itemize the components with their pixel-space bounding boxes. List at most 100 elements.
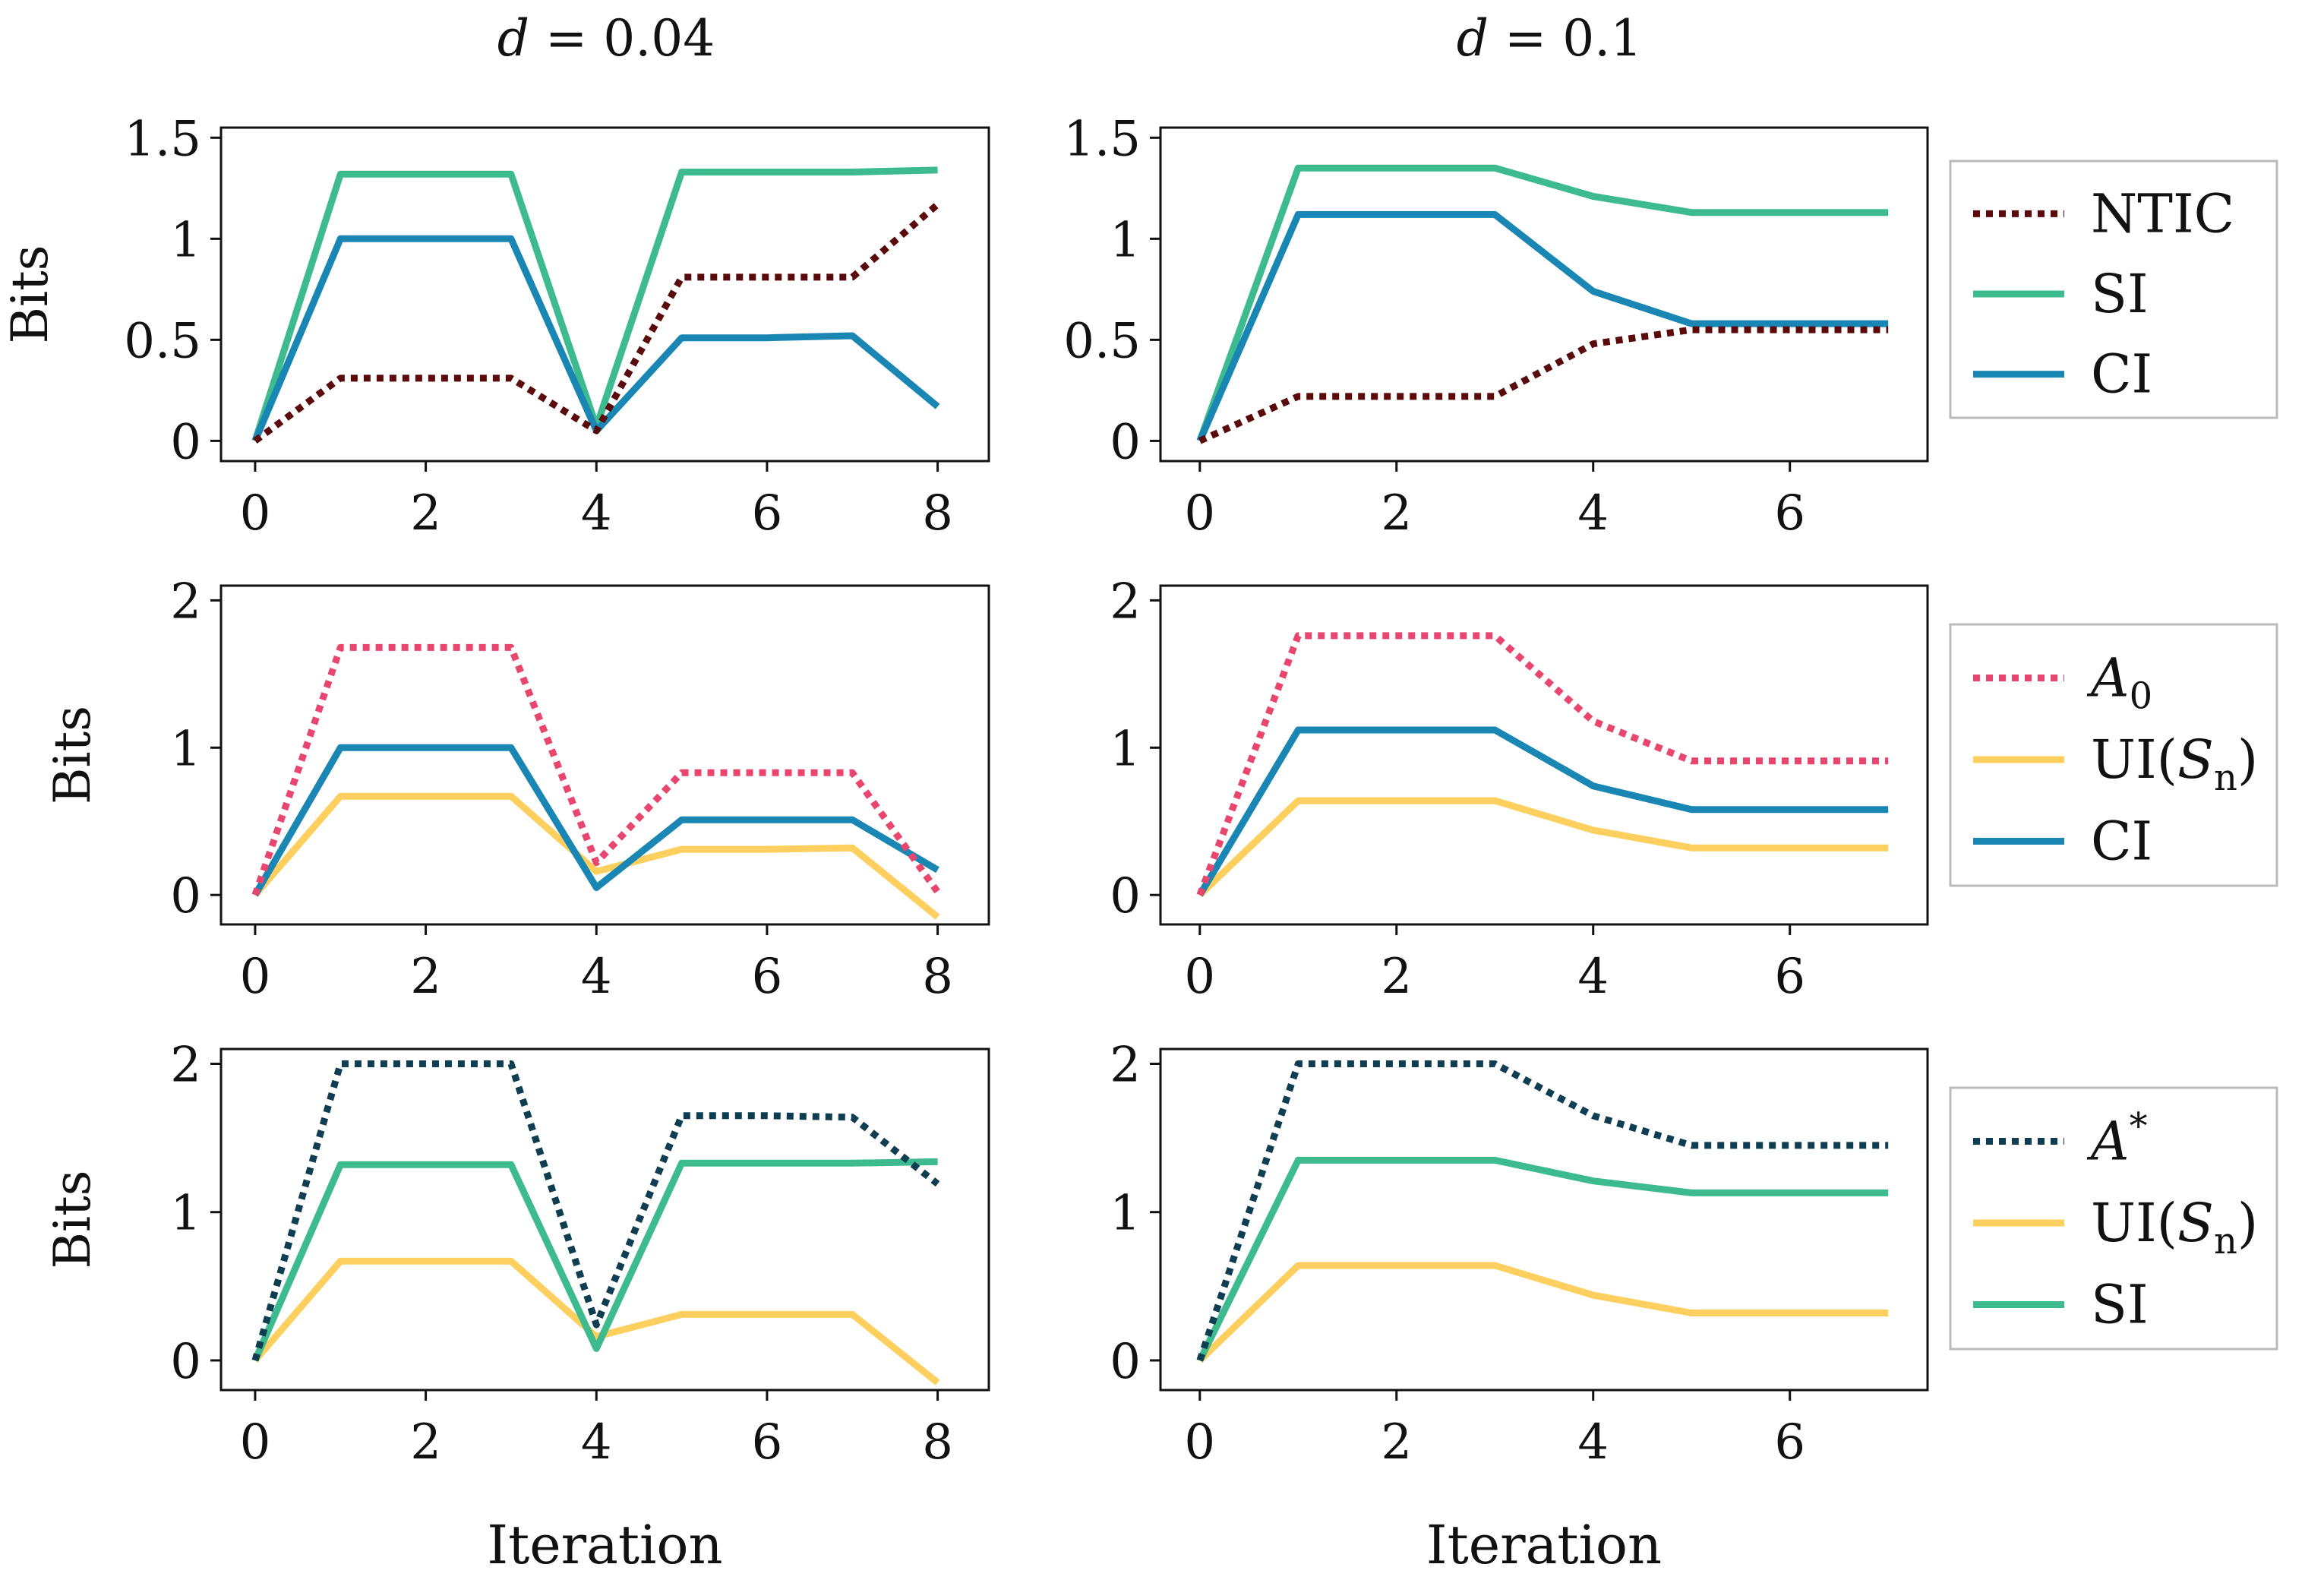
y-tick-label: 2 <box>170 573 201 630</box>
legend-label-text: CI <box>2091 343 2152 406</box>
legend-label: NTIC <box>2091 182 2234 245</box>
y-tick-label: 0 <box>1110 868 1141 924</box>
y-tick-label: 0.5 <box>124 313 201 369</box>
y-tick-label: 2 <box>1110 573 1141 630</box>
legend-label-text: SI <box>2091 263 2149 325</box>
panel-frame <box>219 584 990 926</box>
column-title-right: d = 0.1 <box>1246 9 1853 68</box>
panel-frame <box>1159 1047 1929 1392</box>
x-tick-label: 2 <box>410 949 441 1005</box>
x-tick-label: 6 <box>1774 949 1805 1005</box>
legend-1: NTIC SI CI <box>1949 160 2278 419</box>
y-tick-label: 1 <box>1110 721 1141 777</box>
legend-label-tail: ) <box>2237 1192 2258 1254</box>
x-tick-label: 6 <box>1774 1414 1805 1471</box>
x-tick-label: 0 <box>1184 485 1215 542</box>
x-tick-label: 4 <box>581 485 612 542</box>
legend-label: UI(Sn) <box>2091 728 2258 799</box>
legend-label-variable: S <box>2177 1192 2214 1254</box>
legend-label-text: UI( <box>2091 1192 2177 1254</box>
x-tick-label: 2 <box>410 1414 441 1471</box>
legend-label-text: UI( <box>2091 728 2177 791</box>
x-axis-label: Iteration <box>487 1514 722 1576</box>
x-tick-label: 2 <box>1381 485 1412 542</box>
column-title-variable: d <box>497 9 530 68</box>
series-line-ci <box>1196 210 1889 443</box>
series-line-ci <box>1196 726 1889 897</box>
y-tick-label: 0 <box>1110 414 1141 470</box>
legend-label-text: CI <box>2091 810 2152 873</box>
x-tick-label: 4 <box>1577 485 1609 542</box>
x-tick-label: 8 <box>922 949 953 1005</box>
x-tick-label: 4 <box>1577 1414 1609 1471</box>
x-tick-label: 2 <box>410 485 441 542</box>
y-tick-label: 0 <box>170 1334 201 1390</box>
series-line-a <box>251 1060 940 1362</box>
column-title-value: = 0.1 <box>1489 9 1643 68</box>
y-tick-label: 1 <box>170 1186 201 1242</box>
x-tick-label: 0 <box>240 949 271 1005</box>
series-line-si <box>1196 1156 1889 1362</box>
series-line-ntic <box>253 201 940 444</box>
panel-frame <box>1159 126 1929 463</box>
y-tick-label: 1.5 <box>124 111 201 167</box>
panel-6: 0 1 2 0 2 4 6 Iteration <box>1110 1038 1929 1576</box>
series-line-ci <box>252 744 939 897</box>
series-line-ci <box>251 235 940 443</box>
legend-label-variable: S <box>2177 728 2214 791</box>
legend-3: A* UI(Sn) SI <box>1949 1086 2278 1351</box>
panel-2: 0 0.5 1 1.5 0 2 4 6 <box>1063 111 1929 542</box>
panel-frame <box>1159 584 1929 926</box>
panel-3: 0 1 2 0 2 4 6 8 Bits <box>43 573 990 1005</box>
y-tick-label: 2 <box>1110 1038 1141 1094</box>
legend-label: SI <box>2091 1274 2149 1336</box>
y-tick-label: 1 <box>1110 212 1141 268</box>
x-axis-label: Iteration <box>1426 1514 1662 1576</box>
y-tick-label: 0 <box>170 868 201 924</box>
series-line-a0 <box>1196 632 1889 896</box>
series-line-si <box>1196 164 1889 442</box>
series-line-a <box>1196 1060 1889 1362</box>
legend-label: CI <box>2091 343 2152 406</box>
y-tick-label: 0.5 <box>1063 313 1141 369</box>
y-tick-label: 1.5 <box>1063 111 1141 167</box>
series-line-uisn <box>252 1257 940 1386</box>
legend-2: A0 UI(Sn) CI <box>1949 623 2278 887</box>
y-axis-label: Bits <box>43 1170 102 1269</box>
y-tick-label: 1 <box>170 212 201 268</box>
legend-label: CI <box>2091 810 2152 873</box>
column-title-variable: d <box>1456 9 1489 68</box>
column-title-value: = 0.04 <box>529 9 715 68</box>
x-tick-label: 6 <box>752 485 783 542</box>
panel-frame <box>219 1047 990 1392</box>
legend-label-superscript: * <box>2130 1105 2148 1148</box>
panel-1: 0 0.5 1 1.5 0 2 4 6 8 Bits <box>1 111 990 542</box>
x-tick-label: 0 <box>1184 949 1215 1005</box>
x-tick-label: 6 <box>752 1414 783 1471</box>
legend-label-text: NTIC <box>2091 182 2234 245</box>
legend-label-text: A <box>2086 1111 2130 1173</box>
legend-label-subscript: n <box>2214 757 2237 799</box>
series-line-si <box>251 1158 938 1362</box>
x-tick-label: 0 <box>240 1414 271 1471</box>
legend-label-subscript: n <box>2214 1220 2237 1262</box>
x-tick-label: 8 <box>922 1414 953 1471</box>
legend-label: UI(Sn) <box>2091 1192 2258 1262</box>
y-axis-label: Bits <box>1 245 59 343</box>
x-tick-label: 0 <box>1184 1414 1215 1471</box>
x-tick-label: 6 <box>1774 485 1805 542</box>
series-line-si <box>251 166 938 442</box>
series-line-uisn <box>252 792 940 920</box>
legend-label-text: SI <box>2091 1274 2149 1336</box>
x-tick-label: 4 <box>581 949 612 1005</box>
legend-label: A* <box>2086 1105 2148 1173</box>
series-line-uisn <box>1197 1262 1889 1363</box>
y-tick-label: 1 <box>1110 1186 1141 1242</box>
x-tick-label: 0 <box>240 485 271 542</box>
y-axis-label: Bits <box>43 706 102 804</box>
y-tick-label: 0 <box>170 414 201 470</box>
legend-label: A0 <box>2086 647 2152 718</box>
legend-label-tail: ) <box>2237 728 2258 791</box>
